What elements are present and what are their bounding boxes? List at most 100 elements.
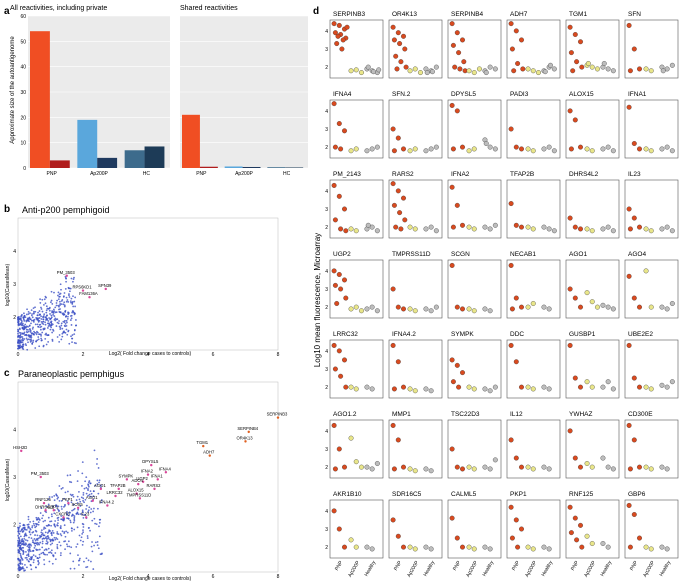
- facet-point: [407, 466, 413, 472]
- data-point: [51, 338, 54, 341]
- x-tick-label: PNP: [334, 559, 345, 571]
- facet-point: [600, 455, 606, 461]
- data-point: [27, 334, 30, 336]
- data-point: [19, 341, 21, 343]
- facet-point: [578, 384, 583, 390]
- facet-title: GUSBP1: [569, 331, 596, 338]
- data-point: [26, 523, 29, 526]
- facet-point: [508, 437, 514, 443]
- facet-title: ADH7: [510, 11, 528, 18]
- facet-point: [585, 61, 591, 66]
- facet-point: [331, 21, 337, 27]
- data-point: [19, 535, 22, 538]
- data-point: [43, 313, 46, 316]
- facet-point: [519, 37, 524, 43]
- bar: [199, 166, 218, 168]
- data-point: [33, 330, 35, 333]
- facet-title: IL12: [510, 411, 523, 418]
- data-point: [82, 511, 84, 514]
- data-point: [76, 495, 79, 498]
- data-point: [78, 498, 81, 501]
- facet-title: AGO1: [569, 251, 587, 258]
- data-point: [24, 556, 27, 559]
- facet-point: [626, 273, 632, 279]
- data-point: [48, 524, 51, 527]
- facet-point: [433, 144, 439, 150]
- data-point: [28, 324, 31, 327]
- x-tick-label: PNP: [47, 171, 58, 177]
- facet-point: [578, 39, 583, 45]
- data-point: [22, 523, 25, 526]
- facet-point: [509, 46, 515, 52]
- facet-title: PKP1: [510, 491, 527, 498]
- data-point: [58, 325, 61, 328]
- y-tick-label: 4: [325, 269, 328, 275]
- point-label: IFNA4.2: [99, 500, 115, 505]
- data-point: [45, 343, 48, 346]
- facet-point: [509, 306, 515, 312]
- facet-point: [364, 384, 370, 390]
- facet-point: [343, 295, 349, 301]
- facet-point: [402, 46, 408, 52]
- data-point: [66, 500, 69, 502]
- facet-point: [358, 464, 364, 470]
- data-point: [50, 314, 53, 317]
- data-point: [23, 338, 26, 340]
- data-point: [38, 345, 41, 348]
- point-label: SOX5: [72, 502, 84, 507]
- facet-point: [567, 108, 573, 114]
- facet-point: [401, 33, 406, 39]
- data-point: [86, 535, 89, 537]
- data-point: [19, 530, 22, 533]
- data-point: [46, 532, 49, 534]
- data-point: [32, 341, 34, 344]
- panel-label-a: a: [4, 6, 10, 17]
- facet-point: [471, 386, 477, 392]
- x-tick-label: HC: [283, 171, 291, 177]
- data-point: [29, 533, 32, 536]
- facet-point: [348, 537, 354, 543]
- data-point: [17, 551, 20, 553]
- data-point: [46, 535, 49, 538]
- data-point: [41, 532, 44, 535]
- data-point: [43, 563, 46, 566]
- labeled-point: [137, 482, 140, 486]
- facet-point: [605, 144, 611, 150]
- data-point: [21, 559, 24, 561]
- facet-point: [664, 224, 670, 230]
- facet-point: [530, 386, 536, 392]
- facet-title: SFN.2: [392, 91, 411, 98]
- facet-point: [394, 66, 400, 72]
- data-point: [96, 544, 99, 547]
- data-point: [56, 543, 59, 546]
- y-tick-label: 30: [20, 90, 26, 96]
- facet-point: [589, 148, 595, 154]
- data-point: [70, 317, 73, 320]
- data-point: [39, 313, 41, 316]
- panel-label-b: b: [4, 204, 10, 215]
- facet-point: [669, 379, 675, 385]
- facet-point: [643, 544, 649, 550]
- data-point: [30, 338, 33, 341]
- data-point: [21, 542, 24, 545]
- data-point: [32, 319, 35, 322]
- data-point: [60, 505, 63, 508]
- point-label: UGP2: [136, 476, 148, 481]
- facet-point: [331, 101, 337, 107]
- facet-point: [627, 226, 633, 232]
- facet-point: [466, 464, 472, 470]
- data-point: [50, 324, 52, 326]
- data-point: [73, 518, 76, 521]
- data-point: [83, 501, 85, 504]
- data-point: [96, 507, 99, 510]
- data-point: [25, 313, 28, 316]
- data-point: [63, 324, 66, 327]
- labeled-point: [39, 475, 42, 479]
- data-point: [45, 317, 48, 320]
- data-point: [85, 508, 87, 510]
- facet-title: IFNA1: [628, 91, 647, 98]
- data-point: [92, 568, 95, 570]
- data-point: [65, 319, 68, 322]
- data-point: [98, 479, 101, 482]
- data-point: [57, 519, 60, 522]
